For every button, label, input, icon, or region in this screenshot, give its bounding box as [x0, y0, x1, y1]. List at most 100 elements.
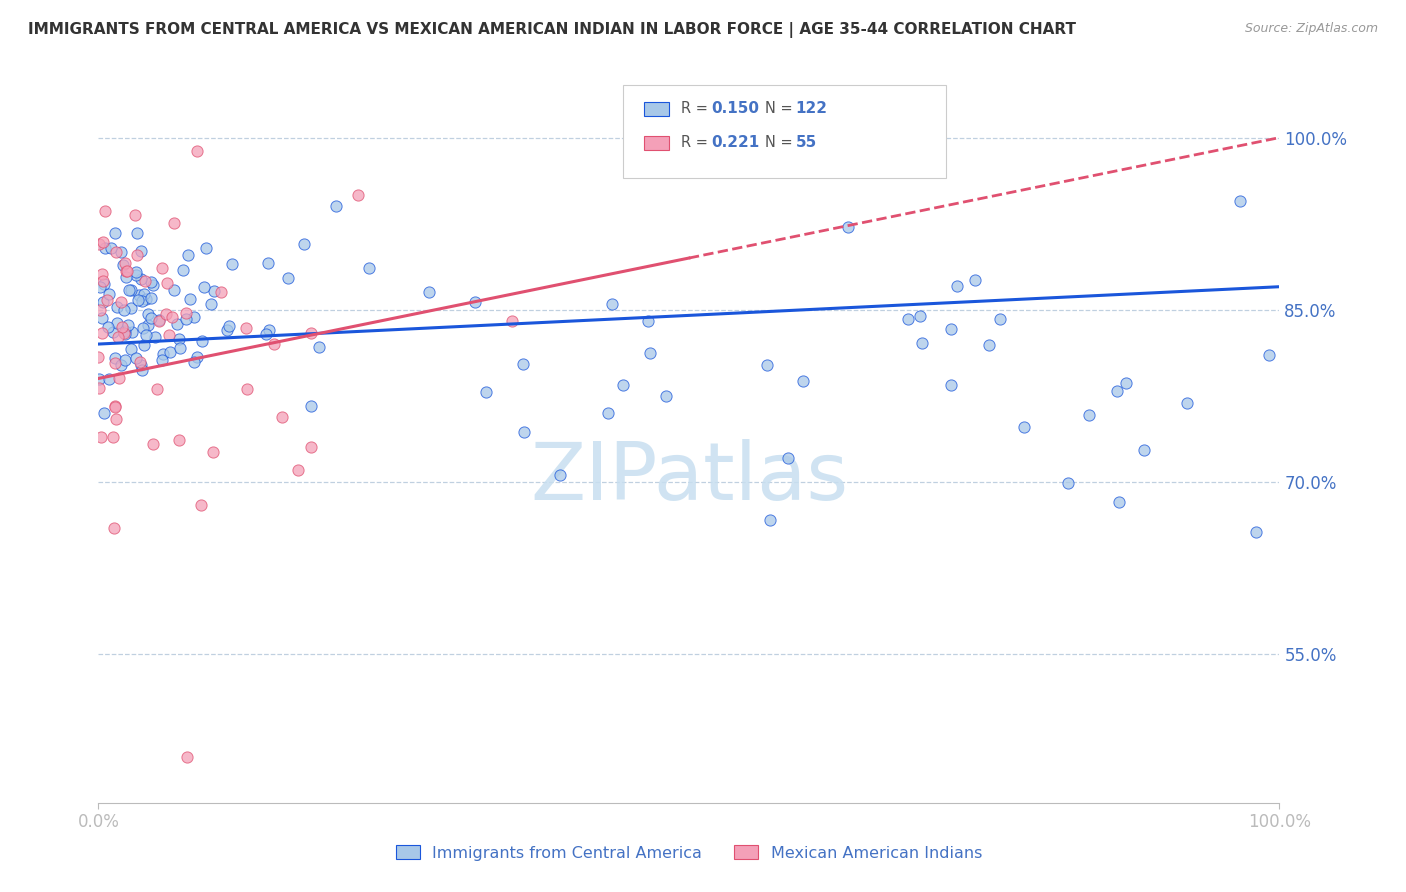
- Point: [186, 145, 208, 159]
- Point: [118, 284, 141, 298]
- Point: [190, 498, 212, 512]
- Point: [172, 262, 194, 277]
- Point: [125, 351, 148, 366]
- Point: [152, 347, 174, 361]
- Point: [235, 320, 257, 334]
- Point: [155, 307, 177, 321]
- Point: [325, 199, 347, 213]
- Point: [299, 399, 322, 413]
- Point: [110, 358, 132, 372]
- Point: [512, 357, 534, 371]
- Point: [257, 323, 280, 337]
- Point: [125, 268, 148, 282]
- Point: [93, 277, 115, 292]
- Point: [93, 203, 115, 218]
- Point: [114, 327, 136, 342]
- Point: [1078, 408, 1101, 422]
- Point: [129, 272, 152, 286]
- Point: [464, 294, 486, 309]
- Point: [174, 306, 197, 320]
- Point: [135, 292, 157, 306]
- Point: [127, 293, 149, 307]
- Point: [159, 345, 181, 359]
- Point: [110, 320, 132, 334]
- Point: [257, 256, 280, 270]
- Point: [837, 220, 859, 235]
- Point: [163, 283, 186, 297]
- Point: [87, 372, 110, 386]
- Point: [292, 237, 315, 252]
- Point: [107, 316, 129, 330]
- Point: [169, 433, 191, 447]
- Point: [347, 188, 370, 202]
- Point: [167, 332, 190, 346]
- Text: ZIPatlas: ZIPatlas: [530, 439, 848, 516]
- Point: [91, 267, 114, 281]
- Text: 122: 122: [796, 102, 828, 116]
- Point: [792, 374, 814, 388]
- Point: [117, 318, 139, 332]
- Point: [128, 288, 150, 302]
- Point: [131, 363, 153, 377]
- Point: [308, 340, 330, 354]
- Point: [160, 310, 183, 325]
- Point: [121, 325, 143, 339]
- Point: [120, 283, 142, 297]
- Point: [89, 302, 111, 317]
- Point: [183, 354, 205, 368]
- Point: [1014, 420, 1036, 434]
- Text: IMMIGRANTS FROM CENTRAL AMERICA VS MEXICAN AMERICAN INDIAN IN LABOR FORCE | AGE : IMMIGRANTS FROM CENTRAL AMERICA VS MEXIC…: [28, 22, 1076, 38]
- Point: [1175, 395, 1198, 409]
- Point: [135, 328, 157, 343]
- Point: [299, 440, 322, 454]
- Point: [1229, 194, 1251, 209]
- Point: [418, 285, 440, 299]
- Point: [596, 406, 619, 420]
- Point: [94, 241, 117, 255]
- Point: [110, 245, 132, 260]
- Point: [89, 280, 111, 294]
- Point: [107, 330, 129, 344]
- Point: [115, 264, 138, 278]
- Point: [136, 318, 159, 332]
- Point: [108, 371, 131, 385]
- Point: [357, 260, 380, 275]
- Point: [104, 356, 127, 370]
- Point: [179, 293, 201, 307]
- Point: [146, 382, 169, 396]
- Point: [1133, 443, 1156, 458]
- Point: [946, 278, 969, 293]
- Point: [979, 338, 1001, 352]
- Point: [91, 274, 114, 288]
- Point: [271, 410, 294, 425]
- Point: [988, 312, 1011, 326]
- Point: [1244, 524, 1267, 539]
- Point: [100, 241, 122, 255]
- Point: [104, 399, 127, 413]
- Point: [163, 216, 186, 230]
- Point: [87, 236, 110, 251]
- Point: [91, 294, 114, 309]
- Point: [125, 265, 148, 279]
- Point: [93, 406, 115, 420]
- Point: [548, 467, 571, 482]
- Point: [1115, 376, 1137, 390]
- Point: [148, 314, 170, 328]
- Point: [166, 317, 188, 331]
- Point: [91, 310, 114, 325]
- Point: [111, 258, 134, 272]
- Point: [1107, 384, 1129, 398]
- Point: [221, 257, 243, 271]
- Point: [277, 270, 299, 285]
- Point: [911, 335, 934, 350]
- Point: [191, 334, 214, 348]
- Point: [194, 241, 217, 255]
- Point: [897, 312, 920, 326]
- Point: [299, 326, 322, 340]
- Point: [217, 323, 239, 337]
- Point: [96, 293, 118, 308]
- Point: [97, 320, 120, 334]
- Point: [125, 248, 148, 262]
- Point: [134, 274, 156, 288]
- Point: [127, 226, 149, 240]
